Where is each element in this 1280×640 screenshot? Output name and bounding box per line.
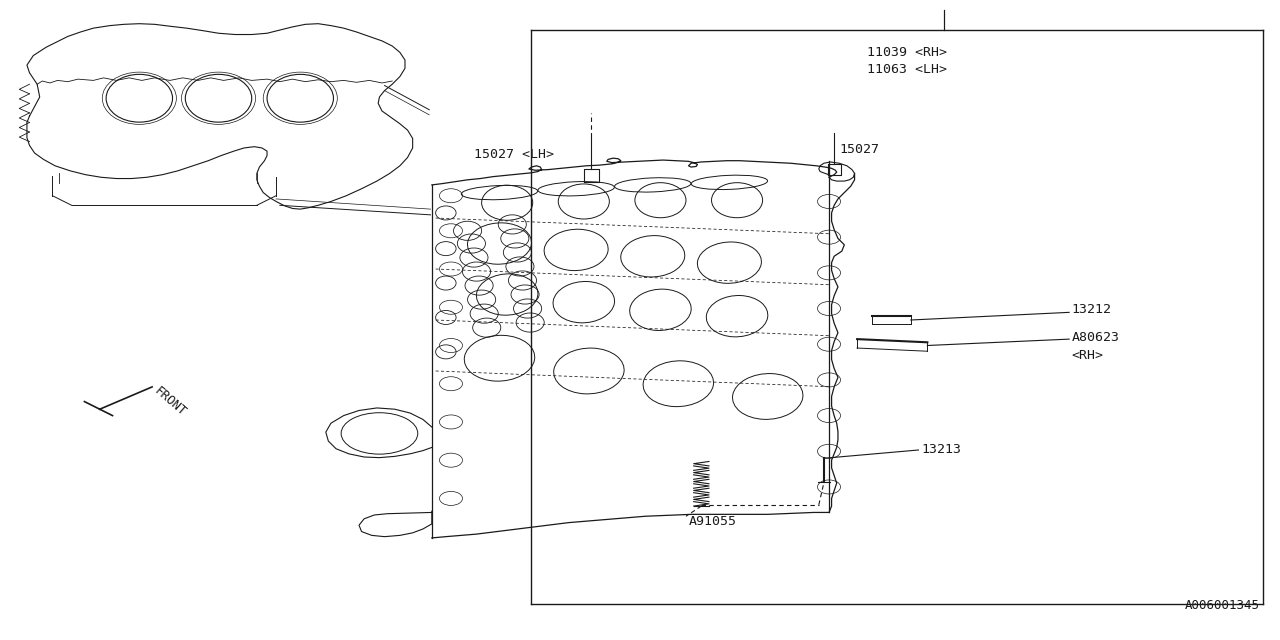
- Text: 13213: 13213: [922, 444, 961, 456]
- Text: A91055: A91055: [689, 515, 736, 529]
- Text: FRONT: FRONT: [152, 385, 189, 419]
- Text: A80623: A80623: [1071, 331, 1120, 344]
- Text: A006001345: A006001345: [1184, 599, 1260, 612]
- Text: 11039 <RH>: 11039 <RH>: [868, 46, 947, 59]
- Text: 15027 <LH>: 15027 <LH>: [474, 148, 554, 161]
- Text: 11063 <LH>: 11063 <LH>: [868, 63, 947, 76]
- Text: <RH>: <RH>: [1071, 349, 1103, 362]
- Text: 15027: 15027: [840, 143, 879, 156]
- Text: 13212: 13212: [1071, 303, 1112, 316]
